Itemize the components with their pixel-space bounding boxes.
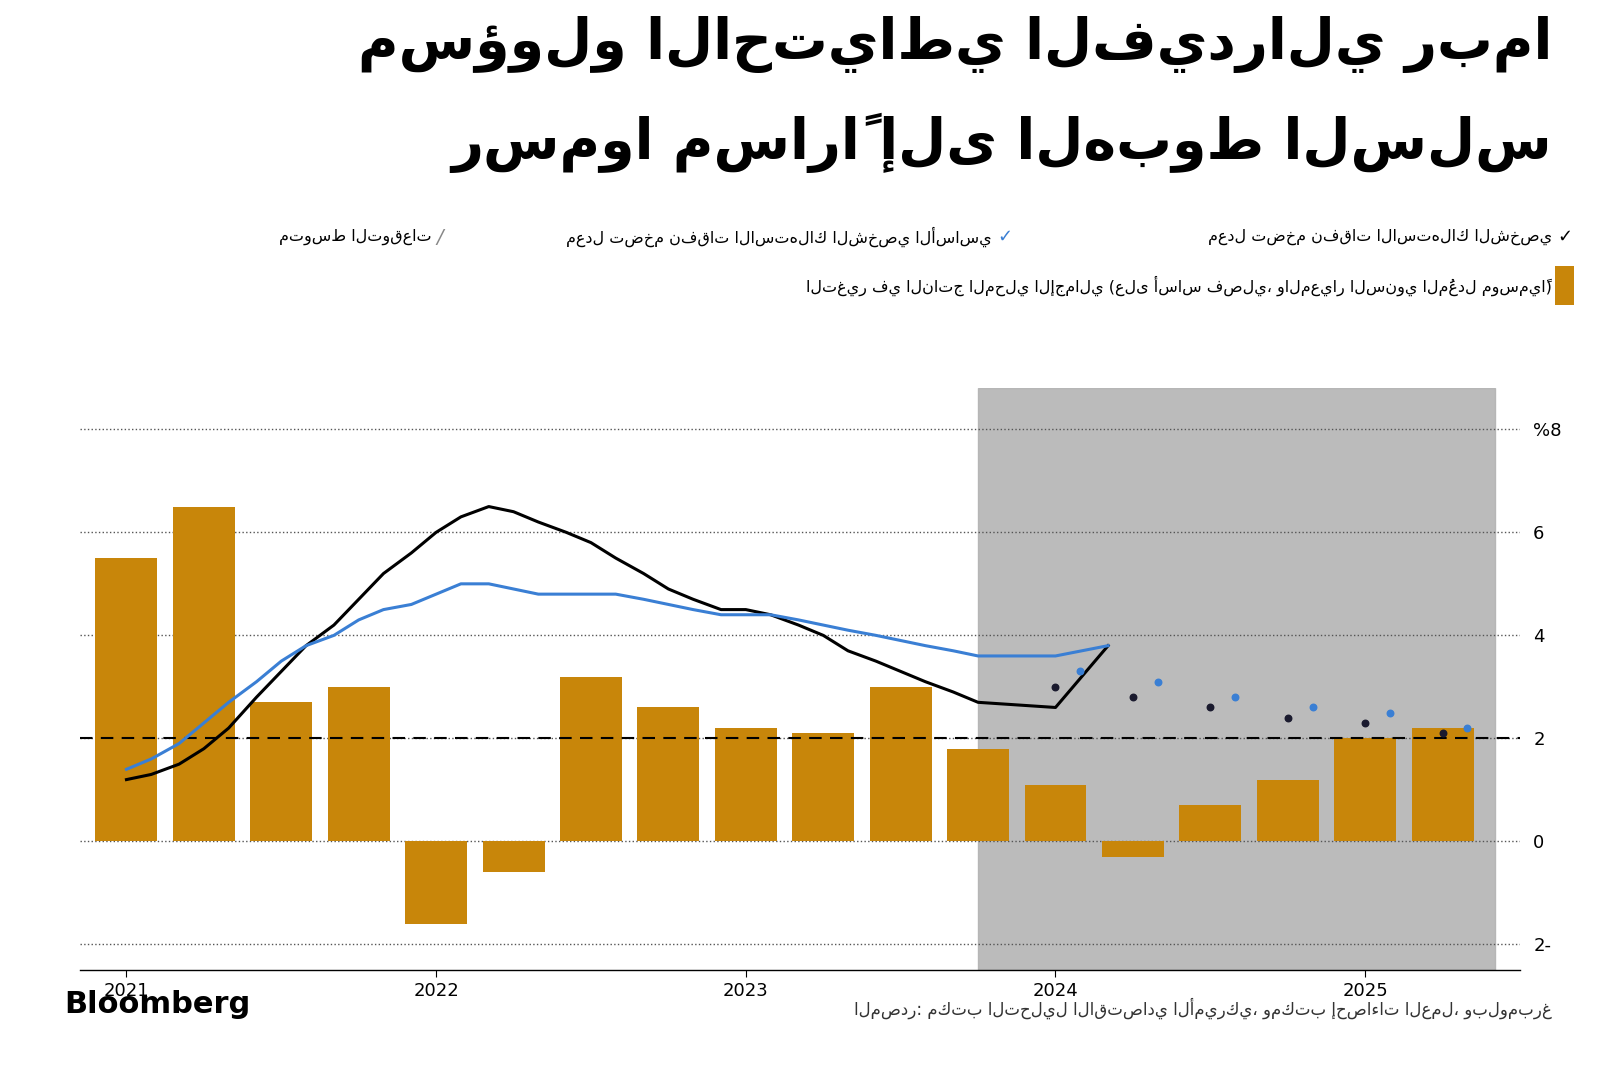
- Point: [1197, 699, 1222, 716]
- Bar: [870, 687, 931, 842]
- Bar: [483, 842, 544, 872]
- Point: [1352, 715, 1378, 732]
- Point: [1146, 673, 1171, 690]
- Bar: [1411, 728, 1474, 842]
- Point: [1454, 719, 1480, 736]
- Point: [1067, 663, 1093, 680]
- Bar: [96, 558, 157, 842]
- Bar: [328, 687, 390, 842]
- Text: /: /: [437, 227, 443, 247]
- Bar: [1102, 842, 1163, 857]
- Text: معدل تضخم نفقات الاستهلاك الشخصي الأساسي: معدل تضخم نفقات الاستهلاك الشخصي الأساسي: [566, 227, 992, 247]
- Text: متوسط التوقعات: متوسط التوقعات: [280, 229, 432, 246]
- Bar: [978, 388, 1496, 970]
- Text: مسؤولو الاحتياطي الفيدرالي ربما: مسؤولو الاحتياطي الفيدرالي ربما: [358, 16, 1552, 73]
- Bar: [1179, 805, 1242, 842]
- Bar: [405, 842, 467, 924]
- Point: [1120, 689, 1146, 706]
- Text: ✓: ✓: [997, 229, 1011, 246]
- Text: التغير في الناتج المحلي الإجمالي (على أساس فصلي، والمعيار السنوي المُعدل موسمياً: التغير في الناتج المحلي الإجمالي (على أس…: [806, 276, 1552, 295]
- Text: معدل تضخم نفقات الاستهلاك الشخصي: معدل تضخم نفقات الاستهلاك الشخصي: [1208, 229, 1552, 246]
- Bar: [1334, 738, 1397, 842]
- Text: ✓: ✓: [1557, 229, 1571, 246]
- Point: [1222, 689, 1248, 706]
- Point: [1299, 699, 1325, 716]
- Point: [1430, 724, 1456, 742]
- Bar: [1024, 785, 1086, 842]
- Bar: [947, 749, 1010, 842]
- Text: رسموا مساراً إلى الهبوط السلس: رسموا مساراً إلى الهبوط السلس: [451, 113, 1552, 174]
- Bar: [560, 677, 622, 842]
- Bar: [250, 703, 312, 842]
- Bar: [173, 507, 235, 842]
- Point: [1378, 704, 1403, 721]
- Point: [1275, 709, 1301, 727]
- Text: المصدر: مكتب التحليل الاقتصادي الأميركي، ومكتب إحصاءات العمل، وبلومبرغ: المصدر: مكتب التحليل الاقتصادي الأميركي،…: [854, 997, 1552, 1019]
- Bar: [792, 733, 854, 842]
- Bar: [637, 707, 699, 842]
- Bar: [715, 728, 776, 842]
- Text: Bloomberg: Bloomberg: [64, 990, 250, 1019]
- Point: [1043, 678, 1069, 695]
- Bar: [1256, 779, 1318, 842]
